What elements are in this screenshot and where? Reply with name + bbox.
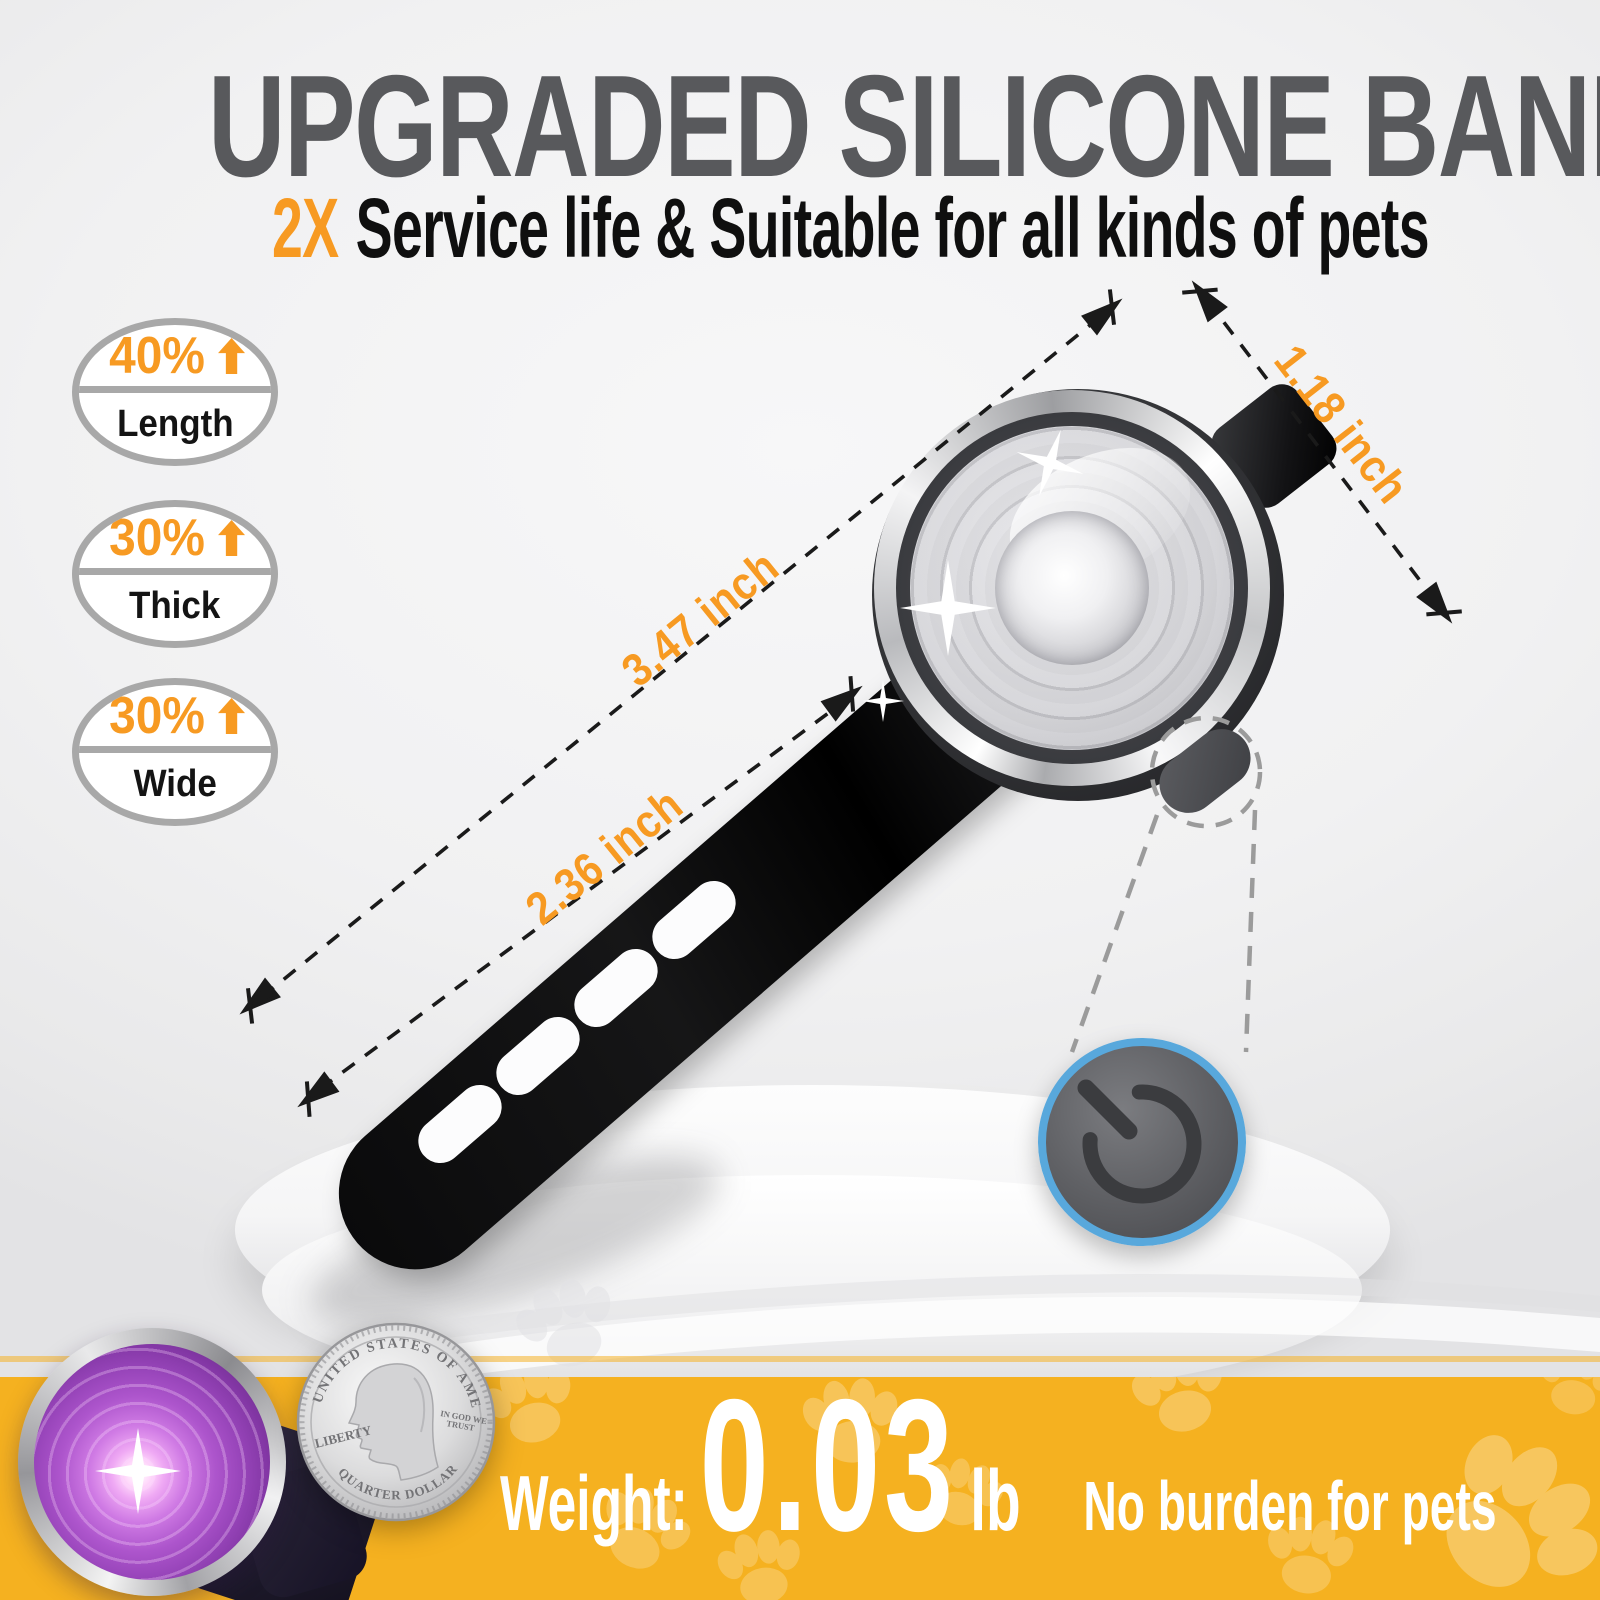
dimension-arrowheads — [239, 280, 1462, 1117]
dimension-line-3-47 — [260, 315, 1102, 999]
stat-label: Wide — [133, 762, 217, 805]
power-button-callout — [1069, 715, 1263, 1053]
power-icon — [1077, 1079, 1202, 1204]
page-subtitle: 2X Service life & Suitable for all kinds … — [272, 186, 1430, 270]
stat-percent: 40% — [109, 327, 205, 385]
glowing-light-lens — [34, 1344, 270, 1580]
stat-divider — [79, 568, 271, 575]
swoosh-decoration — [430, 1274, 1600, 1376]
coin-motto-line2: TRUST — [446, 1418, 476, 1433]
stat-percent: 30% — [109, 687, 205, 745]
stat-badge-wide: 30% Wide — [72, 678, 278, 826]
washington-profile — [347, 1363, 439, 1481]
page-title: UPGRADED SILICONE BAND — [208, 45, 1600, 207]
paw-print-icon — [516, 1278, 611, 1367]
power-button-zoom — [1038, 1038, 1246, 1246]
dimension-line-2-36 — [318, 701, 844, 1091]
stat-badge-length: 40% Length — [72, 318, 278, 466]
stat-percent: 30% — [109, 509, 205, 567]
subtitle-text: Service life & Suitable for all kinds of… — [355, 181, 1430, 275]
weight-label: Weight: — [500, 1459, 688, 1547]
weight-unit: lb — [970, 1453, 1021, 1549]
weight-info: Weight: 0.03 lb No burden for pets — [500, 1357, 1497, 1573]
bar-top-line — [0, 1356, 1600, 1362]
stat-badge-thick: 30% Thick — [72, 500, 278, 648]
stat-divider — [79, 746, 271, 753]
led-core — [995, 511, 1149, 665]
weight-value: 0.03 — [699, 1360, 957, 1570]
quarter-coin: UNITED STATES OF AMERICA QUARTER DOLLAR … — [296, 1322, 496, 1522]
weight-note: No burden for pets — [1083, 1467, 1497, 1545]
stat-divider — [79, 386, 271, 393]
stat-label: Length — [116, 402, 234, 445]
subtitle-highlight: 2X — [272, 181, 339, 275]
glowing-light-rings — [34, 1344, 270, 1580]
stat-label: Thick — [129, 584, 221, 627]
dimension-line-1-18 — [1205, 298, 1439, 605]
